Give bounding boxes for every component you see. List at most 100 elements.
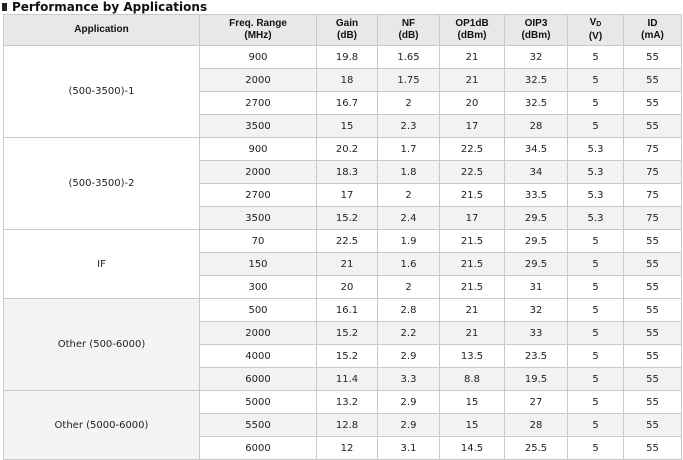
value-cell: 17 [439,114,505,138]
value-cell: 2.4 [377,206,440,230]
table-row: 6000 11.4 3.3 8.8 19.5 5 55 [4,367,682,391]
value-cell: 1.8 [377,160,440,184]
value-cell: 29.5 [504,206,568,230]
value-cell: 5 [567,413,624,437]
col-header-label: OIP3 [524,18,548,29]
value-cell: 5 [567,45,624,69]
value-cell: 5 [567,68,624,92]
table-row: 2700 16.7 2 20 32.5 5 55 [4,91,682,115]
application-cell: (500-3500)-2 [3,137,200,230]
table-row: 4000 15.2 2.9 13.5 23.5 5 55 [4,344,682,368]
value-cell: 5.3 [567,160,624,184]
value-cell: 2700 [199,91,317,115]
value-cell: 22.5 [439,137,505,161]
value-cell: 55 [623,252,682,276]
col-header-label: OP1dB [455,18,489,29]
value-cell: 75 [623,206,682,230]
col-header-unit: (MHz) [244,30,272,41]
table-row: 3500 15 2.3 17 28 5 55 [4,114,682,138]
value-cell: 12.8 [316,413,378,437]
value-cell: 2.2 [377,321,440,345]
value-cell: 5 [567,321,624,345]
application-cell: Other (5000-6000) [3,390,200,460]
value-cell: 55 [623,68,682,92]
value-cell: 5 [567,367,624,391]
value-cell: 15 [316,114,378,138]
value-cell: 29.5 [504,229,568,253]
value-cell: 75 [623,160,682,184]
table-row: (500-3500)-1 900 19.8 1.65 21 32 5 55 [3,45,682,138]
value-cell: 20 [316,275,378,299]
value-cell: 2.8 [377,298,440,322]
value-cell: 16.7 [316,91,378,115]
value-cell: 34.5 [504,137,568,161]
value-cell: 33.5 [504,183,568,207]
value-cell: 55 [623,413,682,437]
table-row: Other (5000-6000) 5000 13.2 2.9 15 27 5 55 [3,390,682,460]
value-cell: 2000 [199,160,317,184]
value-cell: 2000 [199,68,317,92]
col-header-freq-range: Freq. Range (MHz) [199,14,317,46]
value-cell: 21.5 [439,252,505,276]
value-cell: 21 [439,68,505,92]
value-cell: 32.5 [504,91,568,115]
section-title: Performance by Applications [12,0,208,14]
value-cell: 21 [439,321,505,345]
value-cell: 5.3 [567,137,624,161]
application-cell: IF [3,229,200,299]
col-header-gain: Gain (dB) [316,14,378,46]
value-cell: 21 [439,298,505,322]
value-cell: 5 [567,344,624,368]
col-header-unit: (dB) [398,30,419,41]
application-cell: Other (500-6000) [3,298,200,391]
table-row: 2000 15.2 2.2 21 33 5 55 [4,321,682,345]
value-cell: 14.5 [439,436,505,460]
application-cell: (500-3500)-1 [3,45,200,138]
value-cell: 5 [567,390,624,414]
value-cell: 28 [504,413,568,437]
value-cell: 19.8 [316,45,378,69]
table-row: 3500 15.2 2.4 17 29.5 5.3 75 [4,206,682,230]
table-row: (500-3500)-2 900 20.2 1.7 22.5 34.5 5.3 75 [3,137,682,230]
value-cell: 300 [199,275,317,299]
col-header-label: Gain [335,18,359,29]
value-cell: 5 [567,298,624,322]
value-cell: 15.2 [316,206,378,230]
value-cell: 21.5 [439,275,505,299]
value-cell: 500 [199,298,317,322]
value-cell: 11.4 [316,367,378,391]
value-cell: 29.5 [504,252,568,276]
value-cell: 33 [504,321,568,345]
col-header-label: Application [74,24,129,35]
value-cell: 1.6 [377,252,440,276]
value-cell: 2700 [199,183,317,207]
value-cell: 5 [567,275,624,299]
value-cell: 70 [199,229,317,253]
value-cell: 55 [623,298,682,322]
value-cell: 20.2 [316,137,378,161]
table-row: IF 70 22.5 1.9 21.5 29.5 5 55 [3,229,682,299]
col-header-id: ID (mA) [623,14,682,46]
col-header-op1db: OP1dB (dBm) [439,14,505,46]
value-cell: 2 [377,183,440,207]
value-cell: 5500 [199,413,317,437]
value-cell: 5 [567,252,624,276]
value-cell: 17 [316,183,378,207]
table-row: 2000 18 1.75 21 32.5 5 55 [4,68,682,92]
value-cell: 34 [504,160,568,184]
value-cell: 17 [439,206,505,230]
value-cell: 2000 [199,321,317,345]
value-cell: 2 [377,91,440,115]
value-cell: 1.9 [377,229,440,253]
value-cell: 5 [567,229,624,253]
value-cell: 1.7 [377,137,440,161]
table-row: Other (500-6000) 500 16.1 2.8 21 32 5 55 [3,298,682,391]
value-cell: 5 [567,114,624,138]
value-cell: 55 [623,436,682,460]
value-cell: 1.75 [377,68,440,92]
value-cell: 15.2 [316,344,378,368]
value-cell: 75 [623,183,682,207]
value-cell: 21.5 [439,183,505,207]
value-cell: 2 [377,275,440,299]
value-cell: 13.2 [316,390,378,414]
